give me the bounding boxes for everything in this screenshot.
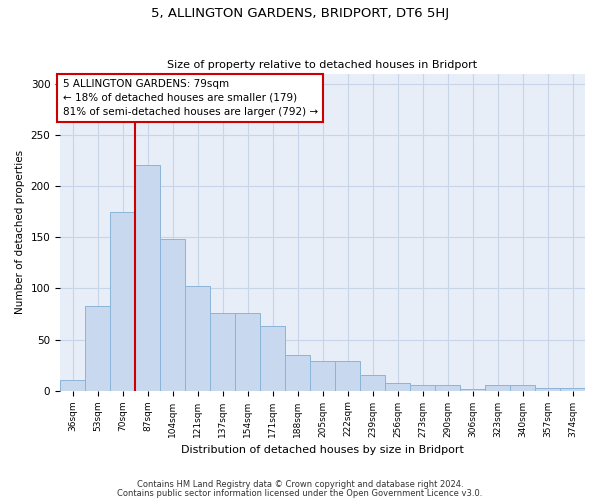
Bar [60,380,85,390]
Bar [210,313,235,390]
Bar [460,388,485,390]
Bar [185,286,210,391]
Bar [535,388,560,390]
Bar [285,355,310,390]
Text: Contains HM Land Registry data © Crown copyright and database right 2024.: Contains HM Land Registry data © Crown c… [137,480,463,489]
Bar [385,384,410,390]
Bar [510,386,535,390]
Text: Contains public sector information licensed under the Open Government Licence v3: Contains public sector information licen… [118,489,482,498]
Bar [560,388,585,390]
X-axis label: Distribution of detached houses by size in Bridport: Distribution of detached houses by size … [181,445,464,455]
Bar [435,386,460,390]
Bar [260,326,285,390]
Bar [410,386,435,390]
Bar [110,212,135,390]
Title: Size of property relative to detached houses in Bridport: Size of property relative to detached ho… [167,60,478,70]
Bar [335,361,360,390]
Bar [160,240,185,390]
Bar [360,376,385,390]
Bar [235,313,260,390]
Text: 5, ALLINGTON GARDENS, BRIDPORT, DT6 5HJ: 5, ALLINGTON GARDENS, BRIDPORT, DT6 5HJ [151,8,449,20]
Bar [485,386,510,390]
Text: 5 ALLINGTON GARDENS: 79sqm
← 18% of detached houses are smaller (179)
81% of sem: 5 ALLINGTON GARDENS: 79sqm ← 18% of deta… [62,79,318,117]
Bar [310,361,335,390]
Bar [135,165,160,390]
Y-axis label: Number of detached properties: Number of detached properties [15,150,25,314]
Bar [85,306,110,390]
